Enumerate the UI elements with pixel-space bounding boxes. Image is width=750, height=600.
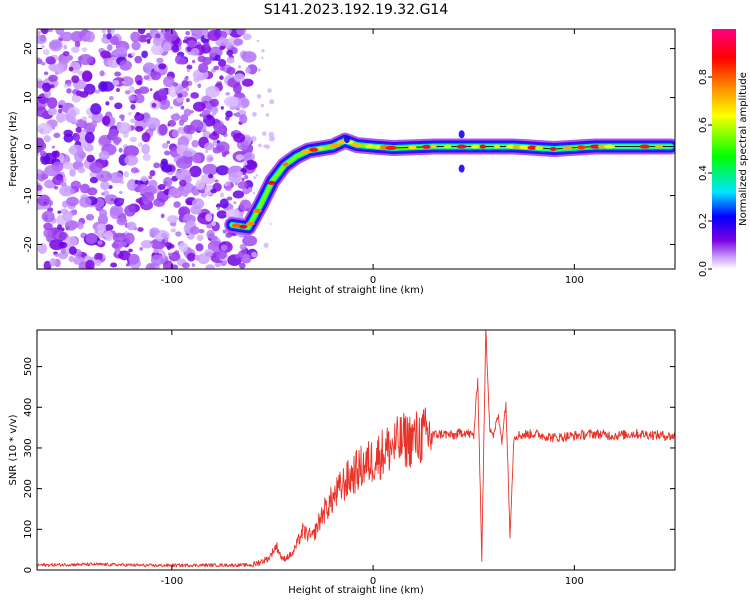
colorbar: 0.0 0.2 0.4 0.6 0.8 Normalized spectral ampl…	[698, 29, 749, 277]
colorbar-label: Normalized spectral amplitude	[738, 72, 749, 226]
spectrogram-y-ticks: -20 -10 0 10 20	[23, 42, 675, 253]
snr-y-axis-label: SNR (10 * v/v)	[8, 414, 19, 485]
snr-y-tick-label: 0	[23, 567, 34, 573]
colorbar-tick-label: 0.6	[698, 117, 709, 133]
colorbar-tick-label: 0.8	[698, 69, 709, 85]
spectrogram-y-tick-label: -20	[23, 236, 34, 252]
colorbar-tick-label: 0.4	[698, 165, 709, 181]
spectrogram-x-tick-label: 0	[370, 275, 376, 286]
colorbar-gradient	[712, 29, 736, 269]
snr-x-tick-label: 0	[370, 576, 376, 587]
spectrogram-plot-area	[37, 29, 675, 269]
spectrogram-y-tick-label: 20	[23, 42, 34, 55]
chart-title: S141.2023.192.19.32.G14	[264, 2, 449, 18]
spectrogram-frame	[36, 28, 676, 270]
spectrogram-x-tick-label: 100	[565, 275, 584, 286]
colorbar-tick-label: 0.2	[698, 213, 709, 229]
snr-y-ticks: 0 100 200 300 400 500	[23, 357, 675, 573]
snr-plot-area	[37, 330, 675, 568]
snr-x-tick-label: 100	[565, 576, 584, 587]
snr-y-tick-label: 300	[23, 438, 34, 457]
colorbar-tick-label: 0.0	[698, 261, 709, 277]
spectrogram-y-axis-label: Frequency (Hz)	[8, 111, 19, 187]
snr-frame	[36, 329, 676, 571]
spectrogram-x-tick-label: -100	[160, 275, 183, 286]
snr-y-tick-label: 500	[23, 357, 34, 376]
snr-line	[37, 330, 675, 568]
spectrogram-y-tick-label: 0	[23, 143, 34, 149]
snr-x-ticks: -100 0 100	[160, 330, 584, 587]
snr-panel: -100 0 100 0 100 200 300 400 500 Height of stra…	[8, 329, 676, 596]
ridge	[224, 130, 675, 236]
snr-x-tick-label: -100	[160, 576, 183, 587]
spectrogram-y-tick-label: -10	[23, 187, 34, 203]
snr-y-tick-label: 200	[23, 479, 34, 498]
spectrogram-y-tick-label: 10	[23, 91, 34, 104]
spectrogram-x-axis-label: Height of straight line (km)	[288, 285, 424, 296]
snr-y-tick-label: 400	[23, 398, 34, 417]
noise-speckles	[37, 29, 275, 269]
snr-x-axis-label: Height of straight line (km)	[288, 585, 424, 596]
spectrogram-x-ticks: -100 0 100	[160, 29, 584, 286]
colorbar-ticks: 0.0 0.2 0.4 0.6 0.8	[698, 69, 712, 277]
snr-y-tick-label: 100	[23, 520, 34, 539]
